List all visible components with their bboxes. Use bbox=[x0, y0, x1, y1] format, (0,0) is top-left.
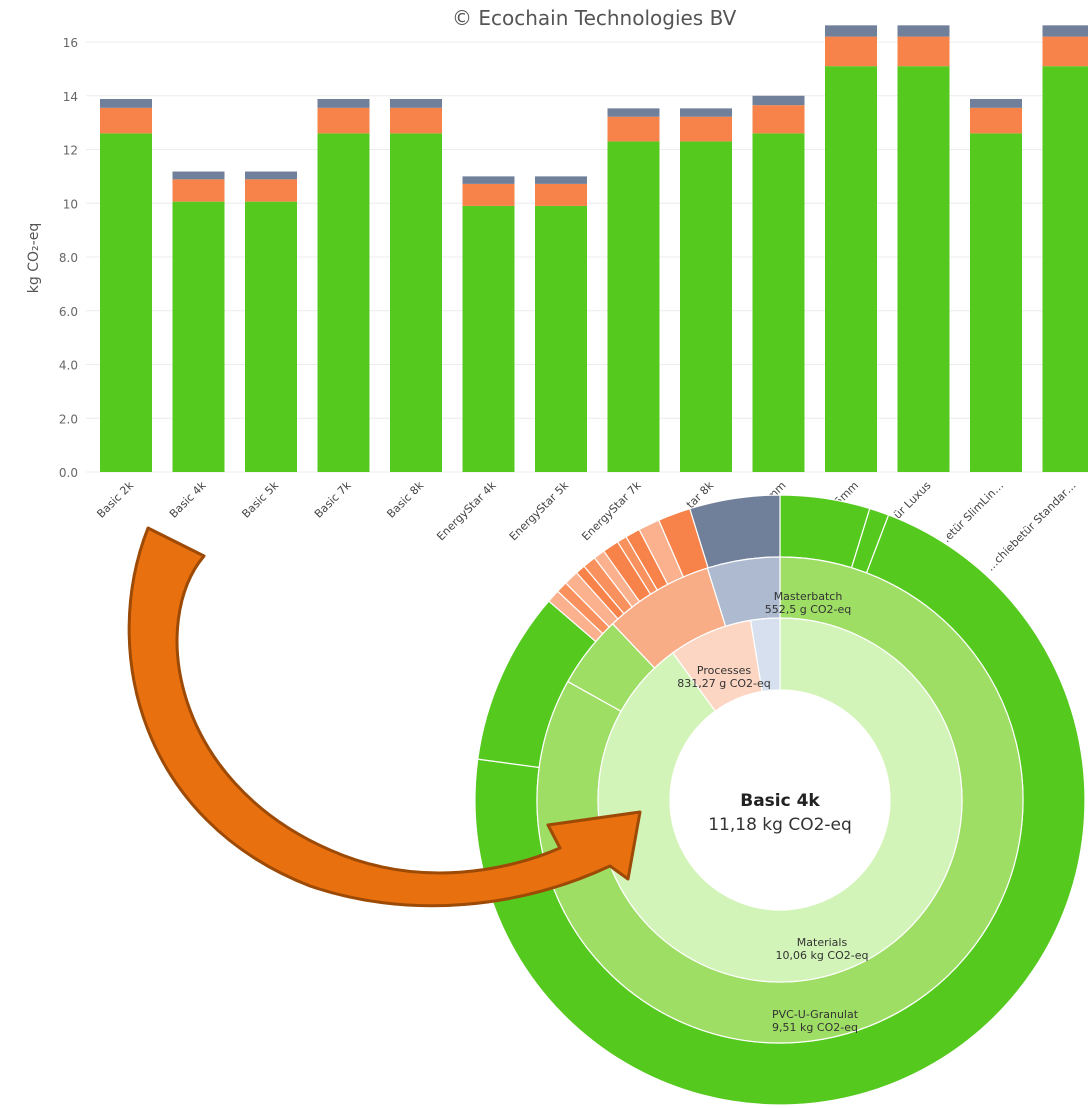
bar-segment-processes bbox=[535, 183, 587, 206]
label-masterbatch-value: 552,5 g CO2-eq bbox=[765, 603, 852, 616]
bar-segment-materials bbox=[825, 66, 877, 472]
bar-segment-processes bbox=[317, 107, 370, 134]
bar-segment-masterbatch bbox=[970, 98, 1022, 108]
x-tick-label: Basic 4k bbox=[167, 478, 209, 520]
bar-segment-masterbatch bbox=[390, 98, 442, 108]
bar-segment-materials bbox=[752, 133, 805, 472]
x-tick-label: Basic 5k bbox=[239, 478, 281, 520]
bar-segment-masterbatch bbox=[1042, 25, 1088, 37]
bar-segment-processes bbox=[970, 107, 1022, 134]
sunburst-outer-ring bbox=[474, 494, 1086, 1106]
bar-segment-processes bbox=[100, 107, 152, 134]
sunburst-chart: Basic 4k 11,18 kg CO2-eq Materials10,06 … bbox=[474, 494, 1086, 1106]
bar-segment-processes bbox=[462, 183, 515, 206]
y-tick-label: 2.0 bbox=[59, 412, 78, 426]
sunburst-center-value: 11,18 kg CO2-eq bbox=[708, 815, 852, 835]
bar-segment-materials bbox=[535, 205, 587, 472]
y-tick-label: 10 bbox=[63, 197, 78, 211]
bar-segment-materials bbox=[390, 133, 442, 472]
curved-arrow bbox=[127, 526, 642, 908]
label-masterbatch-name: Masterbatch bbox=[774, 590, 843, 603]
label-pvc-u-granulat-value: 9,51 kg CO2-eq bbox=[772, 1021, 858, 1034]
sunburst-middle-ring bbox=[536, 556, 1024, 1044]
bar-segment-masterbatch bbox=[462, 176, 515, 184]
y-tick-label: 16 bbox=[63, 36, 78, 50]
bar-segment-processes bbox=[752, 105, 805, 134]
bar-segment-materials bbox=[100, 133, 152, 472]
sunburst-inner-ring bbox=[597, 617, 963, 983]
bar-segment-materials bbox=[607, 141, 660, 472]
x-tick-label: Basic 2k bbox=[94, 478, 136, 520]
bar-segment-processes bbox=[607, 116, 660, 142]
bar-segment-processes bbox=[390, 107, 442, 134]
bar-segment-masterbatch bbox=[607, 108, 660, 117]
bar-segment-masterbatch bbox=[897, 25, 950, 37]
x-tick-label: Basic 8k bbox=[384, 478, 426, 520]
y-tick-label: 0.0 bbox=[59, 466, 78, 480]
y-tick-label: 12 bbox=[63, 144, 78, 158]
bar-segment-masterbatch bbox=[317, 98, 370, 108]
bar-segment-processes bbox=[1042, 36, 1088, 67]
bar-segment-processes bbox=[825, 36, 877, 67]
x-tick-label: Basic 7k bbox=[312, 478, 354, 520]
y-tick-label: 14 bbox=[63, 90, 78, 104]
arrow-shape bbox=[127, 526, 642, 908]
bar-segment-materials bbox=[680, 141, 732, 472]
bar-segment-processes bbox=[172, 179, 225, 202]
bar-segment-materials bbox=[897, 66, 950, 472]
bar-segment-processes bbox=[245, 179, 297, 202]
bar-segment-processes bbox=[897, 36, 950, 67]
label-materials-value: 10,06 kg CO2-eq bbox=[776, 949, 869, 962]
sunburst-center bbox=[670, 690, 890, 910]
x-tick-label: EnergyStar 4k bbox=[434, 478, 499, 543]
bar-segment-materials bbox=[1042, 66, 1088, 472]
bar-segment-masterbatch bbox=[172, 171, 225, 180]
bar-segment-masterbatch bbox=[752, 95, 805, 106]
label-materials-name: Materials bbox=[797, 936, 848, 949]
x-tick-label: …etür SlimLin… bbox=[935, 479, 1006, 550]
y-tick-label: 4.0 bbox=[59, 359, 78, 373]
bar-segment-masterbatch bbox=[825, 25, 877, 37]
y-tick-label: 6.0 bbox=[59, 305, 78, 319]
bar-segment-masterbatch bbox=[100, 98, 152, 108]
label-pvc-u-granulat-name: PVC-U-Granulat bbox=[772, 1008, 859, 1021]
stacked-bar-chart: 0.0 2.0 4.0 6.0 8.0 10 12 14 16 kg CO₂-eq Basic … bbox=[26, 25, 1088, 574]
bar-segment-masterbatch bbox=[680, 108, 732, 117]
bar-segment-materials bbox=[462, 205, 515, 472]
copyright-text: © Ecochain Technologies BV bbox=[452, 6, 737, 30]
bar-segment-processes bbox=[680, 116, 732, 142]
bar-segment-materials bbox=[245, 201, 297, 472]
bar-segment-masterbatch bbox=[245, 171, 297, 180]
y-tick-label: 8.0 bbox=[59, 251, 78, 265]
bar-segment-materials bbox=[970, 133, 1022, 472]
bar-segment-materials bbox=[172, 201, 225, 472]
bar-segment-materials bbox=[317, 133, 370, 472]
label-processes-name: Processes bbox=[697, 664, 751, 677]
y-axis-label: kg CO₂-eq bbox=[26, 223, 42, 293]
bar-segment-masterbatch bbox=[535, 176, 587, 184]
x-tick-label: EnergyStar 5k bbox=[507, 478, 572, 543]
bars bbox=[100, 25, 1088, 472]
sunburst-center-title: Basic 4k bbox=[740, 791, 820, 811]
label-processes-value: 831,27 g CO2-eq bbox=[677, 677, 771, 690]
y-axis-ticks: 0.0 2.0 4.0 6.0 8.0 10 12 14 16 bbox=[59, 36, 78, 480]
